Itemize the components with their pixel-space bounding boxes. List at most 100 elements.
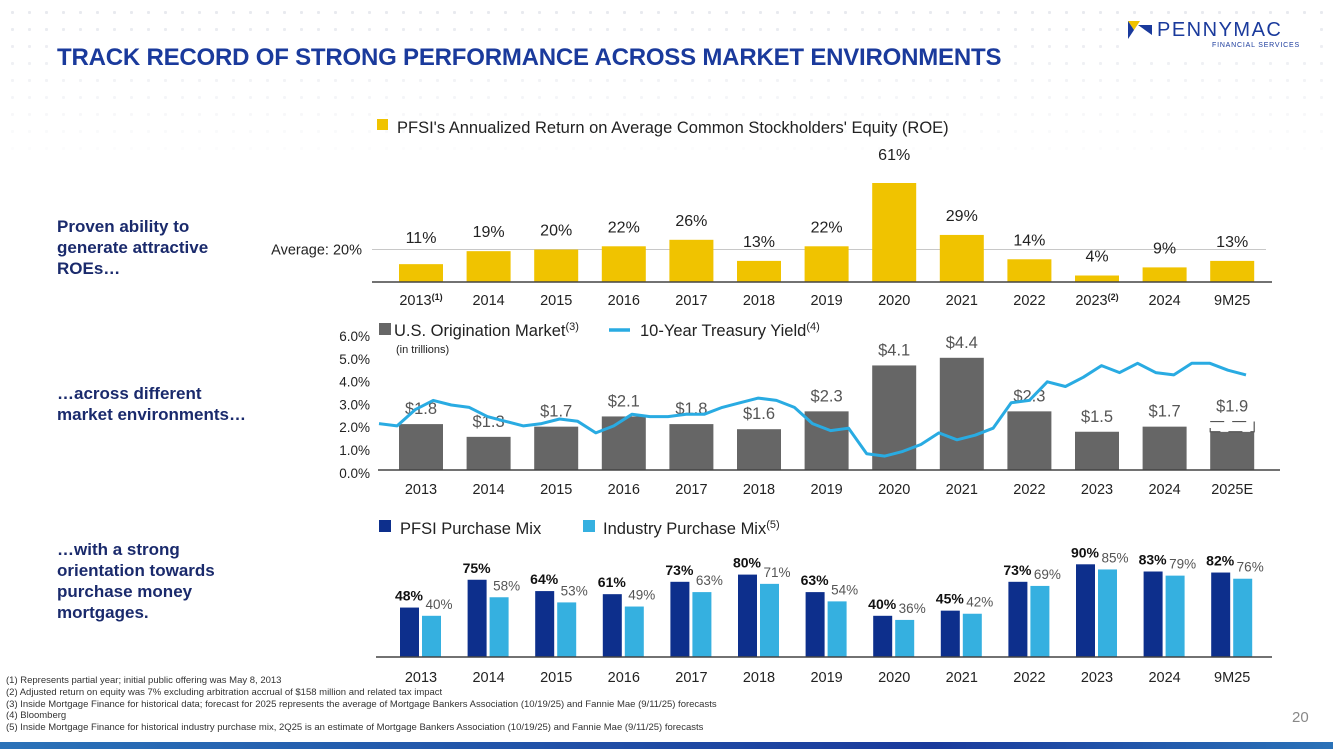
origination-category-label: 2016 (608, 482, 640, 498)
purchase-mix-category-label: 2013 (405, 670, 437, 686)
industry-mix-value-label: 79% (1169, 557, 1196, 572)
footnote-4: (4) Bloomberg (6, 710, 67, 722)
roe-value-label: 4% (1085, 249, 1108, 266)
industry-mix-value-label: 54% (831, 582, 858, 597)
origination-value-label: $4.1 (878, 341, 910, 359)
origination-y-tick: 0.0% (339, 466, 370, 481)
roe-category-label: 2017 (675, 293, 707, 309)
pennymac-logo: PENNYMAC FINANCIAL SERVICES (1126, 18, 1316, 52)
origination-y-tick: 1.0% (339, 443, 370, 458)
pfsi-mix-value-label: 48% (395, 588, 424, 604)
industry-mix-bar (1165, 575, 1185, 657)
logo-mark-icon (1128, 21, 1152, 39)
footnote-2: (2) Adjusted return on equity was 7% exc… (6, 686, 443, 698)
industry-mix-value-label: 42% (966, 595, 993, 610)
roe-bar (1007, 259, 1052, 282)
purchase-mix-category-label: 2017 (675, 670, 707, 686)
origination-category-label: 2017 (675, 482, 707, 498)
industry-mix-value-label: 63% (696, 573, 723, 588)
industry-mix-value-label: 76% (1237, 560, 1264, 575)
industry-mix-bar (760, 583, 779, 657)
industry-mix-bar (422, 615, 441, 657)
pfsi-mix-value-label: 40% (868, 596, 897, 612)
roe-category-label: 2013(1) (399, 292, 442, 309)
pfsi-mix-value-label: 64% (530, 571, 559, 587)
pfsi-mix-value-label: 61% (598, 574, 627, 590)
origination-category-label: 2019 (810, 482, 842, 498)
roe-bar (399, 264, 443, 282)
pfsi-mix-legend-label: PFSI Purchase Mix (400, 520, 542, 538)
roe-bar (466, 251, 511, 282)
roe-category-label: 2019 (810, 293, 842, 309)
roe-category-label: 2023(2) (1075, 292, 1118, 309)
origination-bar (399, 424, 443, 470)
origination-category-label: 2014 (472, 482, 504, 498)
origination-category-label: 2023 (1081, 482, 1113, 498)
origination-forecast-bar (1209, 420, 1255, 433)
origination-category-label: 2018 (743, 482, 775, 498)
industry-mix-legend-swatch (583, 520, 595, 532)
origination-category-label: 2025E (1211, 482, 1253, 498)
roe-bar (804, 246, 849, 282)
side-label-purchase: …with a strong orientation towards purch… (57, 540, 215, 622)
origination-bar (669, 424, 714, 470)
purchase-mix-category-label: 2021 (946, 670, 978, 686)
roe-value-label: 13% (1216, 234, 1248, 251)
roe-value-label: 20% (540, 223, 572, 240)
footnote-1: (1) Represents partial year; initial pub… (6, 675, 282, 686)
roe-bar (939, 234, 984, 282)
industry-mix-value-label: 40% (425, 597, 452, 612)
pfsi-mix-bar (602, 594, 622, 657)
origination-value-label: $2.1 (608, 392, 640, 410)
pfsi-mix-bar (1211, 572, 1231, 657)
origination-legend-subtitle: (in trillions) (396, 344, 449, 356)
purchase-mix-category-label: 2018 (743, 670, 775, 686)
footnote-3: (3) Inside Mortgage Finance for historic… (6, 698, 717, 710)
industry-mix-value-label: 85% (1101, 550, 1128, 565)
origination-category-label: 2015 (540, 482, 572, 498)
pfsi-mix-value-label: 90% (1071, 544, 1100, 560)
roe-category-label: 2015 (540, 293, 572, 309)
pfsi-mix-value-label: 75% (463, 560, 492, 576)
origination-bar (1210, 431, 1255, 470)
logo-subtitle: FINANCIAL SERVICES (1212, 42, 1300, 49)
pfsi-mix-bar (670, 581, 690, 657)
industry-mix-bar (692, 592, 712, 657)
origination-value-label: $1.9 (1216, 398, 1248, 416)
roe-legend-swatch (377, 119, 388, 130)
purchase-mix-category-label: 2023 (1081, 670, 1113, 686)
pfsi-mix-value-label: 80% (733, 555, 762, 571)
origination-bar (939, 357, 984, 470)
roe-category-label: 2022 (1013, 293, 1045, 309)
pfsi-mix-value-label: 73% (665, 562, 694, 578)
roe-category-label: 2018 (743, 293, 775, 309)
origination-bar (1075, 431, 1119, 470)
industry-mix-value-label: 53% (561, 583, 588, 598)
purchase-mix-category-label: 2024 (1148, 670, 1180, 686)
industry-mix-value-label: 36% (899, 601, 926, 616)
industry-mix-bar (624, 606, 644, 657)
pfsi-mix-bar (738, 574, 757, 657)
origination-value-label: $1.5 (1081, 408, 1113, 426)
purchase-mix-category-label: 2015 (540, 670, 572, 686)
roe-category-label: 2016 (608, 293, 640, 309)
roe-category-label: 2020 (878, 293, 910, 309)
origination-value-label: $1.6 (743, 405, 775, 423)
origination-y-tick: 4.0% (339, 375, 370, 390)
industry-mix-value-label: 71% (763, 565, 790, 580)
roe-bar (669, 239, 714, 282)
pfsi-mix-bar (467, 579, 487, 657)
origination-category-label: 2013 (405, 482, 437, 498)
origination-value-label: $4.4 (946, 334, 978, 352)
pfsi-mix-value-label: 63% (801, 572, 830, 588)
purchase-mix-category-label: 9M25 (1214, 670, 1250, 686)
pfsi-mix-value-label: 82% (1206, 553, 1235, 569)
treasury-legend-label: 10-Year Treasury Yield(4) (640, 321, 820, 340)
industry-mix-bar (895, 619, 915, 657)
roe-bar (1142, 267, 1187, 282)
pfsi-mix-value-label: 45% (936, 591, 965, 607)
industry-mix-bar (1098, 569, 1117, 657)
origination-value-label: $1.7 (540, 403, 572, 421)
roe-value-label: 11% (406, 230, 437, 247)
